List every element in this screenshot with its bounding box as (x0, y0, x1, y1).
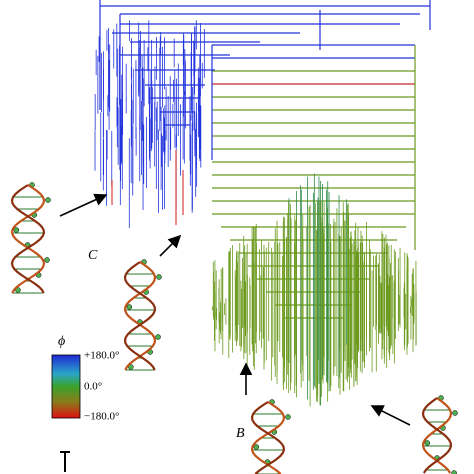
nucleotide (155, 334, 161, 340)
arrow (159, 234, 182, 257)
nucleotide (45, 197, 51, 203)
label-b: B (236, 426, 245, 441)
nucleotide (452, 410, 458, 416)
colorbar-label: −180.0° (84, 411, 119, 423)
backbone (10, 184, 46, 294)
arrow (370, 405, 411, 426)
colorbar-gradient (51, 354, 81, 419)
label-c: C (88, 248, 98, 263)
nucleotide (156, 274, 162, 280)
colorbar-title: ϕ (58, 334, 65, 349)
backbone (250, 401, 286, 474)
nucleotide (451, 470, 457, 474)
colorbar-label: +180.0° (84, 350, 119, 362)
backbone (10, 184, 46, 294)
nucleotide (126, 304, 133, 310)
backbone (250, 401, 286, 474)
rna-structures (10, 182, 458, 474)
arrows (59, 193, 411, 426)
backbone (123, 261, 157, 371)
nucleotide (285, 414, 291, 420)
nucleotide (424, 440, 431, 446)
colorbar: ϕ +180.0° 0.0° −180.0° (51, 334, 119, 423)
colorbar-label: 0.0° (84, 381, 102, 393)
arrow (59, 193, 108, 217)
backbone (421, 397, 453, 474)
nucleotide (44, 257, 50, 263)
disconnectivity-graph (94, 0, 431, 407)
backbone (123, 261, 157, 371)
scale-bar (60, 451, 70, 472)
